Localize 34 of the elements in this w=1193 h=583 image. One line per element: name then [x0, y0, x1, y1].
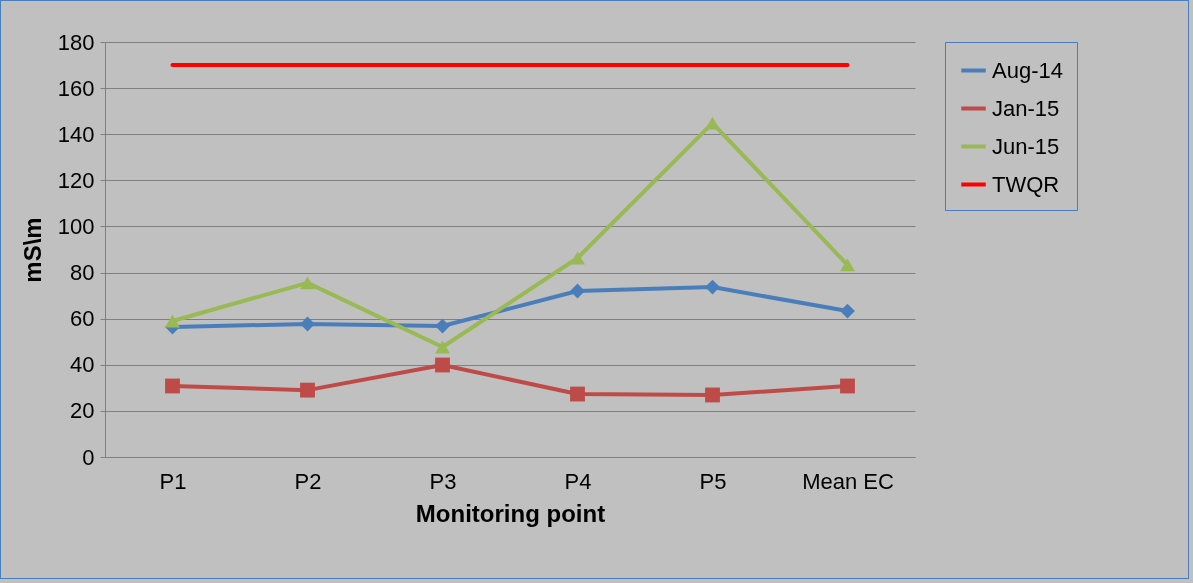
point	[165, 314, 180, 328]
legend-label: Aug-14	[992, 57, 1063, 83]
point	[840, 258, 855, 272]
legend-label: Jan-15	[992, 95, 1060, 121]
point	[840, 378, 855, 394]
y-tick-label: 120	[57, 167, 95, 193]
y-tick-label: 80	[70, 260, 95, 286]
y-tick-label: 180	[57, 29, 95, 55]
point	[570, 386, 585, 402]
x-tick-label: P3	[429, 468, 457, 494]
y-tick-label: 160	[57, 75, 95, 101]
y-tick-label: 0	[82, 444, 95, 470]
y-tick-label: 60	[70, 306, 95, 332]
point	[570, 251, 585, 265]
point	[435, 340, 450, 354]
legend-label: TWQR	[992, 171, 1060, 197]
x-tick-label: P2	[294, 468, 322, 494]
x-axis-title: Monitoring point	[415, 499, 606, 527]
y-tick-label: 40	[70, 352, 95, 378]
legend-label: Jun-15	[992, 133, 1060, 159]
x-tick-label: P5	[699, 468, 727, 494]
x-tick-label: P1	[159, 468, 187, 494]
y-tick-label: 20	[70, 398, 95, 424]
point	[705, 116, 720, 130]
point	[300, 276, 315, 290]
point	[300, 382, 315, 398]
y-tick-label: 140	[57, 121, 95, 147]
y-tick-label: 100	[57, 213, 95, 239]
point	[435, 357, 450, 373]
y-axis-title: mS\m	[18, 217, 46, 283]
point	[165, 378, 180, 394]
x-tick-label: P4	[564, 468, 592, 494]
x-tick-label: Mean EC	[802, 468, 894, 494]
point	[705, 387, 720, 403]
